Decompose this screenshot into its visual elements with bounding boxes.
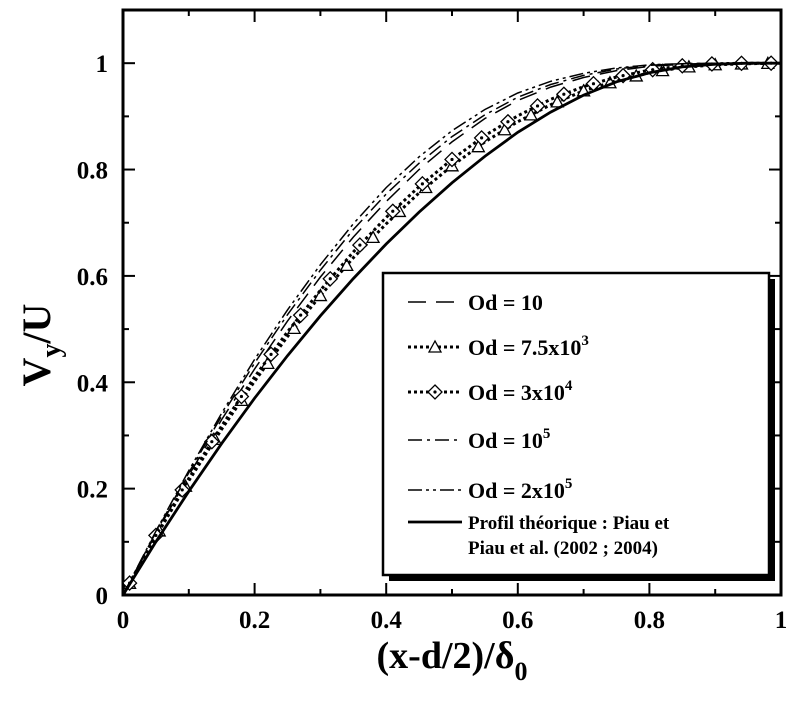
x-tick-label: 0 [117,607,130,634]
series-5 [122,62,781,596]
x-axis-title-sub: 0 [514,657,527,686]
legend-label: Od = 3x104 [468,378,573,405]
data-point-triangle [471,139,486,153]
legend-marker-triangle [427,339,443,353]
y-tick-label: 1 [96,51,109,78]
legend-box [381,271,771,577]
x-axis-title: (x-d/2)/δ0 [377,635,528,686]
data-point-diamond [414,175,431,192]
data-point-triangle [365,230,381,244]
data-point-diamond [473,129,490,146]
series-layer [121,55,782,596]
data-point-diamond [233,388,250,405]
data-point-triangle [286,320,302,334]
legend: Od = 10 Od = 7.5x103 Od = 3x104 Od = 105 Od … [381,271,775,581]
data-point-triangle [550,94,565,108]
data-point-diamond [555,86,572,103]
legend-label: Od = 7.5x103 [468,333,589,360]
legend-marker-diamond [427,384,443,400]
y-tick-label: 0.6 [77,264,108,291]
legend-label: Profil théorique : Piau et [468,513,670,534]
data-point-triangle [313,288,328,302]
y-axis-title-main: V [14,357,59,386]
data-point-diamond [384,203,401,220]
y-tick-label: 0.8 [77,158,108,185]
series-6 [121,61,781,596]
x-tick-label: 0.6 [502,607,533,634]
y-axis-title: Vy/U [14,304,67,387]
legend-label: Od = 2x105 [468,476,572,503]
data-point-diamond [174,481,191,498]
axis-ticks: 0 0.2 0.4 0.6 0.8 1 0 0.2 0.4 0.6 0.8 1 [77,9,787,634]
series-line [121,61,781,596]
legend-label: Piau et al. (2002 ; 2004) [468,538,658,559]
y-tick-label: 0 [96,583,109,610]
data-point-diamond [351,237,368,253]
series-3 [121,55,781,596]
data-point-diamond [500,113,516,130]
x-tick-label: 0.2 [239,607,270,634]
data-point-diamond [292,307,309,324]
x-axis-title-main: (x-d/2)/δ [377,635,515,677]
y-axis-title-sub: y [36,344,67,358]
y-tick-label: 0.4 [77,370,109,397]
legend-label: Od = 10 [468,290,543,315]
data-point-diamond [263,346,279,363]
y-axis-title-tail: /U [14,304,59,345]
x-tick-label: 0.4 [371,607,403,634]
data-point-diamond [322,270,339,287]
x-tick-label: 0.8 [634,607,665,634]
x-tick-label: 1 [775,607,787,634]
series-line [122,62,781,596]
data-point-triangle [523,107,539,121]
data-point-diamond [529,98,546,114]
legend-label: Od = 105 [468,426,550,453]
y-tick-label: 0.2 [77,477,108,504]
data-point-diamond [203,433,220,450]
data-point-diamond [444,151,460,168]
